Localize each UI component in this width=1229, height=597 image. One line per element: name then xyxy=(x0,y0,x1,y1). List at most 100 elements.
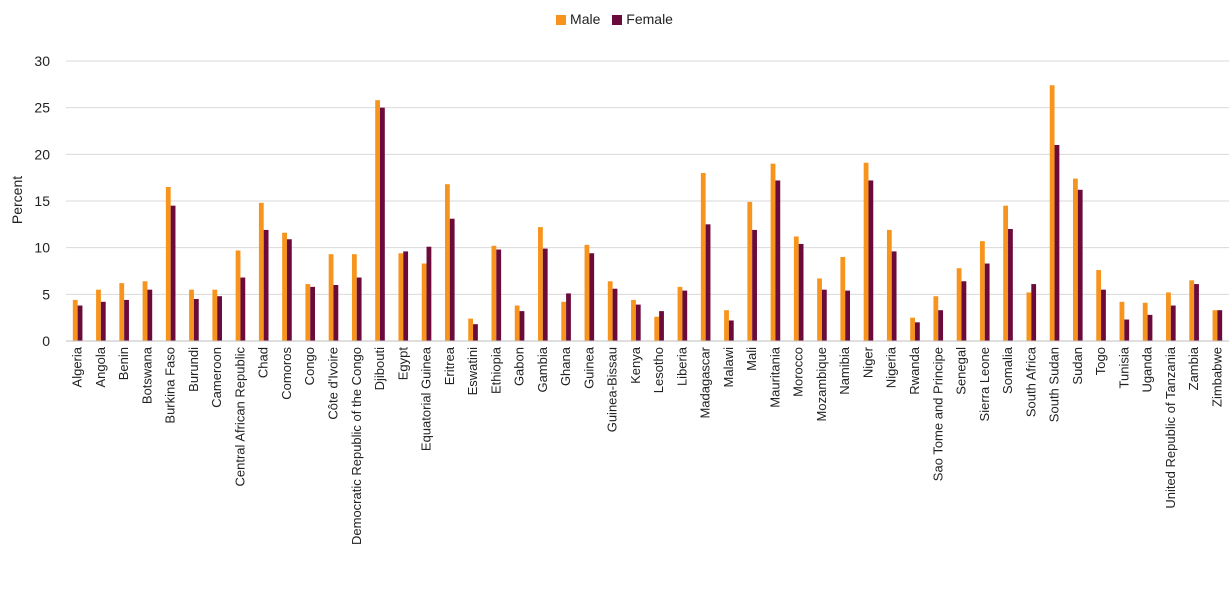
y-tick-label: 30 xyxy=(34,53,50,69)
bar-female xyxy=(124,299,129,341)
bar-male xyxy=(724,310,729,341)
bar-female xyxy=(798,243,804,341)
y-axis-label: Percent xyxy=(9,176,25,224)
bar-male xyxy=(444,184,450,341)
bar-female xyxy=(496,249,502,341)
bar-female xyxy=(147,289,153,341)
bar-male xyxy=(1073,178,1078,341)
x-tick-label: Cameroon xyxy=(209,347,224,408)
bar-female xyxy=(682,290,688,341)
x-tick-label: Gambia xyxy=(535,346,550,392)
bar-male xyxy=(375,100,381,341)
bar-male xyxy=(654,316,660,341)
bar-male xyxy=(886,229,892,341)
bar-female xyxy=(775,180,781,341)
bar-female xyxy=(1054,145,1060,341)
bar-female xyxy=(263,229,269,341)
bar-male xyxy=(700,173,706,341)
bar-male xyxy=(1142,302,1148,341)
bar-male xyxy=(956,268,962,341)
bar-female xyxy=(1194,284,1199,341)
x-tick-label: Uganda xyxy=(1140,346,1155,392)
x-tick-label: Comoros xyxy=(279,347,294,400)
x-tick-label: Côte d'Ivoire xyxy=(325,347,340,420)
x-tick-label: Namibia xyxy=(837,346,852,394)
bar-female xyxy=(426,246,432,341)
y-tick-label: 10 xyxy=(34,240,50,256)
bar-male xyxy=(491,245,497,341)
bar-male xyxy=(631,299,636,341)
x-tick-label: South Sudan xyxy=(1047,347,1062,422)
bar-male xyxy=(561,301,567,341)
bar-female xyxy=(914,322,920,341)
bar-male xyxy=(1119,301,1125,341)
bar-female xyxy=(356,277,362,341)
bar-female xyxy=(1124,319,1130,341)
bar-female xyxy=(193,299,199,341)
x-tick-label: Mozambique xyxy=(814,347,829,421)
bar-female xyxy=(1077,189,1083,341)
x-tick-label: Mauritania xyxy=(767,346,782,407)
bar-male xyxy=(770,163,776,341)
legend-swatch-female xyxy=(612,15,623,25)
bar-female xyxy=(612,288,618,341)
bar-female xyxy=(240,277,246,341)
bar-male xyxy=(468,318,474,341)
bar-male xyxy=(1049,85,1055,342)
bar-female xyxy=(635,304,641,341)
bar-female xyxy=(449,218,455,341)
bar-male xyxy=(1096,270,1102,341)
x-tick-label: Sao Tome and Principe xyxy=(930,347,945,481)
bar-male xyxy=(979,241,985,341)
bar-male xyxy=(793,236,799,341)
bars xyxy=(72,85,1223,342)
bar-female xyxy=(961,281,967,341)
bar-male xyxy=(584,244,590,341)
bar-male xyxy=(165,187,171,341)
bar-male xyxy=(1003,205,1009,341)
bar-male xyxy=(840,257,846,341)
bar-male xyxy=(119,283,125,341)
y-tick-label: 15 xyxy=(34,193,50,209)
bar-male xyxy=(72,299,78,341)
x-tick-label: Liberia xyxy=(674,346,689,386)
x-tick-label: Kenya xyxy=(628,346,643,384)
bar-male xyxy=(258,202,264,341)
x-tick-label: Rwanda xyxy=(907,346,922,394)
bar-female xyxy=(728,320,734,341)
x-tick-label: Malawi xyxy=(721,347,736,388)
bar-female xyxy=(984,263,990,341)
x-tick-label: Sudan xyxy=(1070,347,1085,385)
y-tick-label: 25 xyxy=(34,100,50,116)
bar-female xyxy=(1101,289,1106,341)
x-tick-label: Mali xyxy=(744,347,759,371)
x-tick-label: Benin xyxy=(116,347,131,380)
bar-male xyxy=(514,305,520,341)
bar-male xyxy=(863,162,869,341)
x-tick-label: Eritrea xyxy=(442,346,457,385)
y-tick-label: 0 xyxy=(42,333,50,349)
legend-swatch-male xyxy=(556,15,567,25)
y-tick-label: 5 xyxy=(42,286,50,302)
bar-male xyxy=(910,317,915,341)
bar-female xyxy=(519,311,525,341)
bar-female xyxy=(938,310,944,341)
bar-male xyxy=(282,232,287,341)
x-tick-label: Chad xyxy=(256,347,271,378)
bar-male xyxy=(538,227,543,341)
legend-item-male: Male xyxy=(556,11,600,27)
bar-female xyxy=(589,253,595,341)
chart-legend: Male Female xyxy=(0,11,1229,27)
x-tick-label: United Republic of Tanzania xyxy=(1163,346,1178,508)
bar-female xyxy=(77,305,83,341)
bar-female xyxy=(845,290,851,341)
bar-male xyxy=(96,289,101,341)
bar-male xyxy=(328,254,334,341)
bar-female xyxy=(286,239,292,341)
x-tick-label: Botswana xyxy=(139,346,154,404)
x-tick-label: Djibouti xyxy=(372,347,387,390)
bar-female xyxy=(310,286,316,341)
x-tick-label: Democratic Republic of the Congo xyxy=(349,347,364,545)
y-axis-ticks: 0 5 10 15 20 25 30 xyxy=(34,53,50,349)
bar-female xyxy=(473,324,478,341)
